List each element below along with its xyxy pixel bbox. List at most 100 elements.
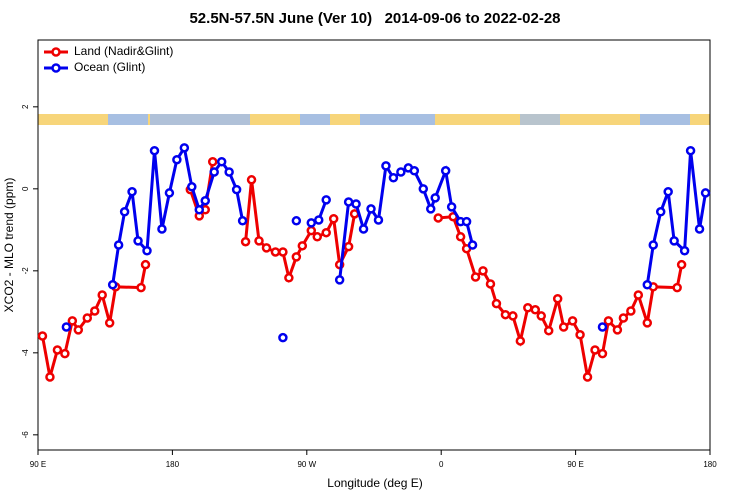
plot-frame bbox=[37, 39, 711, 451]
data-point bbox=[358, 224, 369, 234]
data-point bbox=[485, 279, 496, 289]
x-axis-label: Longitude (deg E) bbox=[327, 476, 422, 490]
legend-label: Ocean (Glint) bbox=[74, 60, 145, 74]
data-point bbox=[543, 325, 554, 336]
data-point bbox=[567, 316, 578, 326]
data-point bbox=[306, 225, 317, 236]
data-point bbox=[164, 188, 175, 198]
data-point bbox=[676, 259, 687, 270]
data-point bbox=[113, 240, 124, 250]
data-point bbox=[633, 290, 644, 300]
data-point bbox=[530, 305, 541, 315]
data-point bbox=[446, 202, 457, 212]
data-point bbox=[618, 313, 629, 323]
data-point bbox=[603, 316, 614, 326]
data-point bbox=[536, 311, 547, 321]
data-point bbox=[433, 213, 443, 223]
data-point bbox=[334, 275, 345, 285]
series-line bbox=[41, 161, 684, 378]
data-point bbox=[119, 207, 130, 217]
y-tick-label: -4 bbox=[21, 349, 30, 357]
data-point bbox=[291, 252, 302, 262]
data-point bbox=[418, 184, 429, 194]
data-point bbox=[207, 157, 218, 167]
data-point bbox=[388, 173, 399, 183]
data-point bbox=[107, 280, 118, 290]
data-point bbox=[669, 236, 679, 246]
data-point bbox=[500, 309, 511, 320]
data-point bbox=[491, 298, 502, 309]
data-point bbox=[575, 330, 585, 340]
data-point bbox=[270, 247, 281, 257]
x-tick-label: 90 E bbox=[567, 460, 583, 469]
data-point bbox=[209, 167, 219, 177]
data-point bbox=[172, 154, 182, 165]
data-point bbox=[127, 186, 137, 197]
y-axis-label: XCO2 - MLO trend (ppm) bbox=[2, 178, 16, 313]
data-point bbox=[597, 322, 608, 332]
data-point bbox=[523, 302, 533, 313]
data-point bbox=[61, 322, 72, 332]
data-point bbox=[231, 184, 242, 195]
data-point bbox=[478, 266, 488, 276]
data-point bbox=[278, 247, 288, 257]
data-point bbox=[351, 199, 361, 209]
data-point bbox=[597, 348, 608, 359]
data-point bbox=[461, 216, 472, 227]
data-point bbox=[700, 188, 711, 198]
data-point bbox=[133, 236, 143, 246]
data-point bbox=[306, 218, 317, 228]
data-point bbox=[321, 195, 331, 205]
data-point bbox=[626, 306, 636, 316]
y-tick-label: -6 bbox=[21, 431, 30, 439]
data-point bbox=[321, 227, 331, 238]
legend-marker bbox=[51, 63, 61, 73]
data-point bbox=[552, 293, 563, 304]
data-point bbox=[237, 216, 248, 226]
data-point bbox=[157, 224, 167, 234]
x-tick-label: 90 E bbox=[30, 460, 46, 469]
data-point bbox=[37, 331, 48, 341]
data-point bbox=[430, 193, 440, 203]
data-point bbox=[381, 161, 391, 171]
y-tick-label: 2 bbox=[21, 104, 30, 109]
data-point bbox=[97, 290, 107, 300]
data-point bbox=[642, 318, 653, 328]
data-point bbox=[328, 214, 339, 224]
data-point bbox=[60, 348, 70, 359]
data-point bbox=[254, 236, 264, 246]
data-point bbox=[89, 306, 100, 316]
data-point bbox=[73, 325, 84, 335]
data-point bbox=[694, 224, 705, 234]
data-point bbox=[149, 145, 160, 156]
data-point bbox=[663, 186, 673, 197]
data-point bbox=[261, 243, 272, 253]
data-point bbox=[284, 273, 294, 283]
data-point bbox=[582, 372, 593, 382]
data-point bbox=[685, 145, 696, 156]
data-point bbox=[67, 316, 78, 326]
data-point bbox=[179, 143, 190, 153]
x-tick-label: 180 bbox=[703, 460, 717, 469]
data-point bbox=[558, 322, 569, 332]
data-point bbox=[200, 195, 211, 206]
data-point bbox=[590, 345, 600, 355]
data-point bbox=[440, 166, 451, 176]
y-tick-label: 0 bbox=[21, 186, 30, 191]
data-point bbox=[396, 167, 406, 177]
data-point bbox=[45, 372, 55, 382]
data-point bbox=[140, 259, 151, 270]
legend-label: Land (Nadir&Glint) bbox=[74, 44, 173, 58]
data-point bbox=[343, 197, 354, 207]
data-point bbox=[104, 318, 115, 328]
data-point bbox=[224, 167, 234, 177]
data-point bbox=[467, 240, 478, 250]
data-point bbox=[246, 175, 257, 185]
data-point bbox=[136, 282, 146, 293]
data-point bbox=[648, 240, 659, 250]
data-point bbox=[297, 241, 308, 251]
map-strip bbox=[38, 114, 710, 125]
data-point bbox=[82, 313, 93, 323]
